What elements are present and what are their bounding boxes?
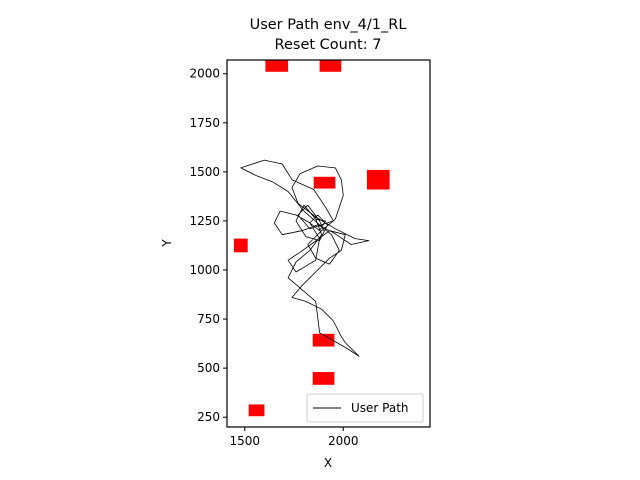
red-marker-3 xyxy=(313,176,336,189)
x-axis-label: X xyxy=(324,456,332,470)
red-marker-5 xyxy=(312,333,335,347)
y-tick-label-5: 1500 xyxy=(189,165,220,179)
red-marker-4 xyxy=(233,238,248,253)
path-layer xyxy=(240,159,370,357)
x-axis-ticks: 1500 2000 xyxy=(229,427,359,448)
legend: User Path xyxy=(306,393,424,423)
legend-box xyxy=(306,393,424,423)
y-tick-label-3: 1000 xyxy=(189,263,220,277)
legend-label: User Path xyxy=(351,401,409,415)
marker-layer xyxy=(233,60,390,417)
red-marker-7 xyxy=(248,404,265,417)
red-marker-2 xyxy=(366,169,390,190)
y-tick-label-4: 1250 xyxy=(189,214,220,228)
y-axis-ticks: 250 500 750 1000 1250 1500 1750 2000 xyxy=(189,67,227,424)
red-marker-0 xyxy=(265,60,289,72)
y-tick-label-6: 1750 xyxy=(189,116,220,130)
y-tick-label-2: 750 xyxy=(197,312,220,326)
y-tick-label-7: 2000 xyxy=(189,67,220,81)
y-tick-label-0: 250 xyxy=(197,410,220,424)
red-marker-1 xyxy=(319,60,342,72)
chart-subtitle: Reset Count: 7 xyxy=(275,37,382,53)
y-axis-label: Y xyxy=(160,239,174,248)
red-marker-6 xyxy=(312,372,335,385)
plot-frame xyxy=(226,59,431,428)
x-tick-label-0: 1500 xyxy=(229,434,260,448)
chart-title: User Path env_4/1_RL xyxy=(250,17,407,33)
series-line-0 xyxy=(240,159,370,357)
y-tick-label-1: 500 xyxy=(197,361,220,375)
x-tick-label-1: 2000 xyxy=(328,434,359,448)
